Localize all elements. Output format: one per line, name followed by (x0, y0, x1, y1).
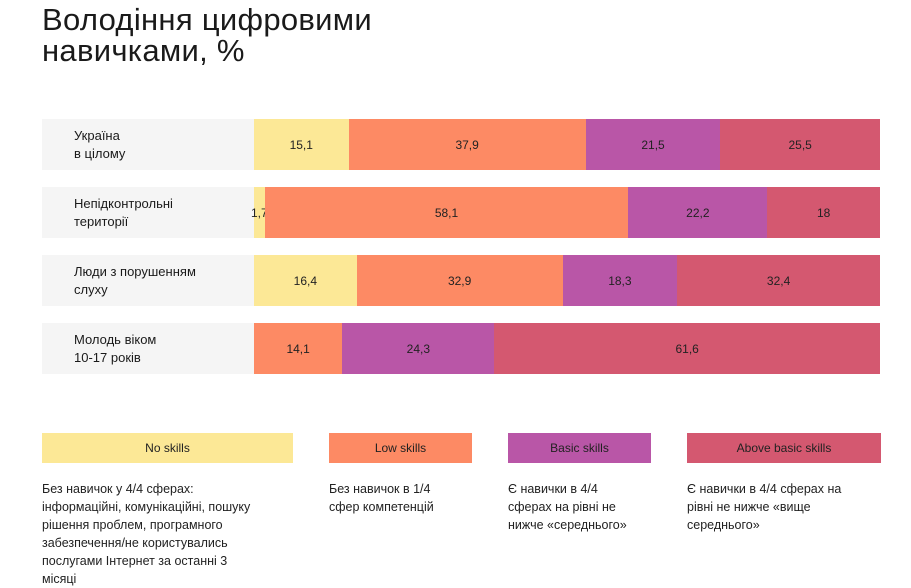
legend-description-line: забезпечення/не користувались (42, 536, 228, 550)
legend-description-line: Без навичок в 1/4 (329, 482, 431, 496)
legend-description-line: рішення проблем, програмного (42, 518, 223, 532)
data-label: 15,1 (289, 137, 313, 152)
legend-description-line: місяці (42, 572, 77, 586)
row-label-background (42, 187, 254, 238)
legend-swatch: Basic skills (508, 433, 651, 463)
row-label-background (42, 119, 254, 170)
legend-description-line: Є навички в 4/4 сферах на (687, 482, 842, 496)
legend-description-line: нижче «середнього» (508, 518, 627, 532)
bar-segment: 37,9 (348, 119, 586, 170)
legend-description-line: Без навичок у 4/4 сферах: (42, 482, 194, 496)
legend-description-line: сфер компетенцій (329, 500, 434, 514)
legend-label: Low skills (374, 441, 427, 455)
legend-description-line: середнього» (687, 518, 760, 532)
row-label-background (42, 323, 254, 374)
category-label-line: Люди з порушенням (74, 264, 196, 279)
data-label: 14,1 (286, 341, 310, 356)
legend-description-line: рівні не нижче «вище (687, 500, 811, 514)
bar-segment: 14,1 (254, 323, 343, 374)
data-label: 25,5 (788, 137, 812, 152)
legend-swatch: Low skills (329, 433, 472, 463)
legend-label: Basic skills (550, 441, 609, 455)
legend-swatch: Above basic skills (687, 433, 881, 463)
bar-segment: 16,4 (254, 255, 357, 306)
bar-segment: 15,1 (254, 119, 349, 170)
data-label: 58,1 (434, 205, 459, 220)
legend-description-line: інформаційні, комунікаційні, пошуку (42, 500, 251, 514)
bar-segment: 18 (767, 187, 880, 238)
legend-description: Без навичок в 1/4 сфер компетенцій (329, 480, 519, 516)
legend-description-line: послугами Інтернет за останні 3 (42, 554, 228, 568)
category-label-line: в цілому (74, 146, 126, 161)
category-label-line: Молодь віком (74, 332, 157, 347)
legend-label: Above basic skills (736, 441, 832, 455)
category-label-line: Україна (74, 128, 120, 143)
legend-description-line: сферах на рівні не (508, 500, 616, 514)
data-label: 16,4 (293, 273, 317, 288)
category-label-line: слуху (74, 282, 108, 297)
bar-segment: 22,2 (628, 187, 768, 238)
legend-description: Без навичок у 4/4 сферах: інформаційні, к… (42, 480, 312, 588)
chart-title: Володіння цифровими навичками, % (42, 4, 372, 66)
category-label: Люди з порушенням слуху (74, 263, 249, 299)
title-line-1: Володіння цифровими (42, 2, 373, 37)
data-label: 18 (816, 205, 831, 220)
category-label: Україна в цілому (74, 127, 249, 163)
bar-segment: 61,6 (494, 323, 880, 374)
bar-segment: 32,9 (356, 255, 563, 306)
data-label: 32,4 (766, 273, 791, 288)
title-line-2: навичками, % (42, 33, 245, 68)
legend-swatch: No skills (42, 433, 293, 463)
row-label-background (42, 255, 254, 306)
legend-description-line: Є навички в 4/4 (508, 482, 598, 496)
data-label: 24,3 (406, 341, 430, 356)
data-label: 18,3 (608, 273, 632, 288)
category-label-line: території (74, 214, 129, 229)
data-label: 21,5 (641, 137, 665, 152)
bar-segment: 18,3 (562, 255, 678, 306)
category-label-line: Непідконтрольні (74, 196, 173, 211)
bar-segment: 21,5 (585, 119, 721, 170)
data-label: 1,7 (250, 205, 268, 220)
category-label-line: 10-17 років (74, 350, 141, 365)
bar-segment: 1,7 (250, 187, 268, 238)
legend-description: Є навички в 4/4 сферах на рівні не нижче «… (508, 480, 698, 534)
category-label: Молодь віком 10-17 років (74, 331, 249, 367)
stacked-bar-chart: Україна в цілому 15,1 37,9 21,5 25,5 Непідконт… (42, 119, 880, 374)
data-label: 61,6 (675, 341, 699, 356)
bar-segment: 32,4 (677, 255, 880, 306)
legend-description: Є навички в 4/4 сферах на рівні не нижче … (687, 480, 877, 534)
bar-segment: 58,1 (264, 187, 629, 238)
bar-segment: 24,3 (342, 323, 495, 374)
data-label: 32,9 (447, 273, 472, 288)
legend-label: No skills (145, 441, 190, 455)
data-label: 22,2 (686, 205, 710, 220)
category-label: Непідконтрольні території (74, 195, 249, 231)
data-label: 37,9 (455, 137, 479, 152)
bar-segment: 25,5 (720, 119, 880, 170)
